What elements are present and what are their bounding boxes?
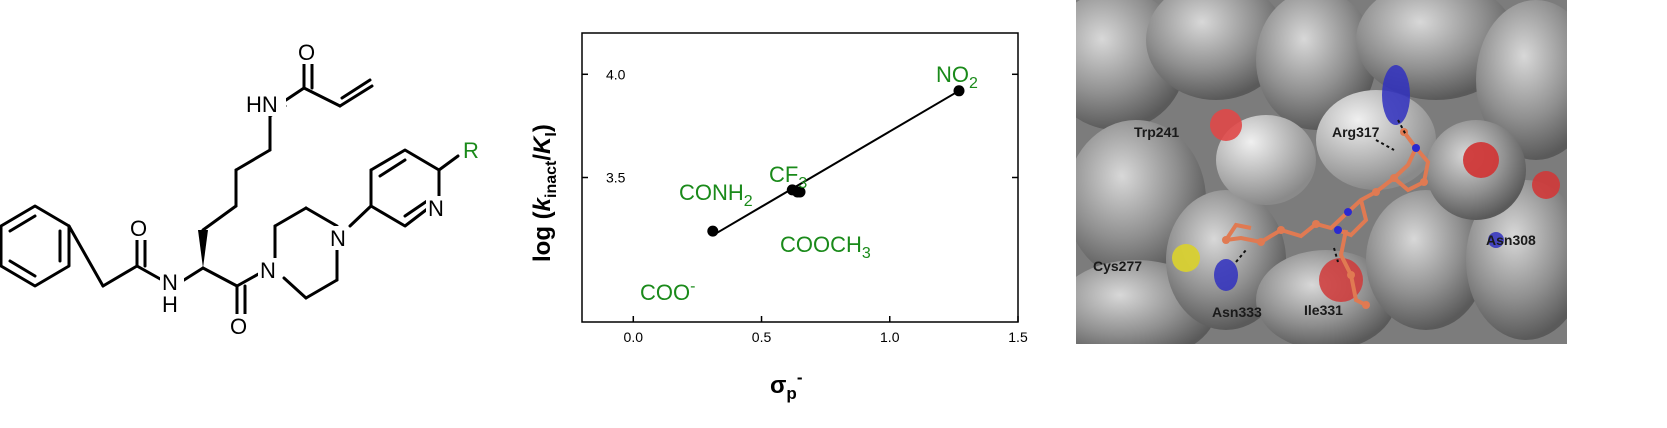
chemical-structure-panel: O HN R N N N O N H O [0,0,520,423]
y-axis: 3.5 4.0 [582,66,1018,186]
atom-n-piperazine-top: N [330,226,346,251]
piperazine-ring [273,204,373,300]
oxygen-patch [1319,258,1363,302]
nitrogen-patch [1488,232,1504,248]
backbone-bonds [67,60,374,316]
x-axis-title: σp- [770,368,802,403]
surface-lobes [1046,0,1596,360]
oxygen-patch [1532,171,1560,199]
atom-hn-top: HN [246,92,278,117]
data-point [707,225,719,237]
chemical-structure: O HN R N N N O N H O [0,40,479,339]
ligand-nitrogens [1334,144,1420,234]
y-axis-title: log (kinact/KI) [529,124,560,262]
benzene-ring [0,204,71,288]
atom-n-pyridine: N [428,196,444,221]
residue-label-cys277: Cys277 [1093,258,1142,274]
residue-label-asn333: Asn333 [1212,304,1262,320]
nitrogen-patch [1382,65,1410,125]
atom-n-piperazine-bottom: N [260,258,276,283]
x-tick-label: 0.5 [752,329,772,345]
data-point [953,85,965,97]
hammett-plot: 0.0 0.5 1.0 1.5 3.5 4.0 NO2 CF3 CONH2 COOCH3… [529,32,1028,403]
fit-line [712,89,960,237]
pyridine-ring [369,148,460,228]
data-points [707,85,965,237]
label-conh2: CONH2 [679,180,753,210]
y-tick-label: 3.5 [606,170,626,186]
x-tick-label: 1.0 [880,329,900,345]
oxygen-patch [1210,109,1242,141]
sulfur-patch [1172,244,1200,272]
label-cf3: CF3 [769,162,807,192]
atom-r-group: R [463,138,479,163]
atom-o-amide-left: O [130,216,147,241]
residue-label-ile331: Ile331 [1304,302,1343,318]
hydrogen-bonds [1235,119,1407,263]
label-no2: NO2 [936,62,978,92]
residue-label-asn308: Asn308 [1486,232,1536,248]
atom-o-top: O [298,40,315,65]
atom-o-bottom: O [230,314,247,339]
chart-panel: 0.0 0.5 1.0 1.5 3.5 4.0 NO2 CF3 CONH2 COOCH3… [520,0,1060,423]
x-axis: 0.0 0.5 1.0 1.5 [624,316,1028,345]
residue-label-trp241: Trp241 [1134,124,1179,140]
data-point [791,186,803,198]
label-coo: COO- [640,278,695,305]
atom-h-amide-left: H [162,292,178,317]
x-tick-label: 0.0 [624,329,644,345]
protein-surface-render: Trp241 Arg317 Cys277 Asn308 Asn333 Ile33… [1046,0,1596,360]
residue-label-arg317: Arg317 [1332,124,1380,140]
docking-image-panel: Trp241 Arg317 Cys277 Asn308 Asn333 Ile33… [1046,0,1596,360]
y-tick-label: 4.0 [606,66,626,82]
oxygen-patch [1463,142,1499,178]
stereo-wedge [198,230,208,268]
nitrogen-patch [1214,259,1238,291]
x-tick-label: 1.5 [1008,329,1028,345]
atom-n-amide-left: N [162,270,178,295]
label-cooch3: COOCH3 [780,232,871,262]
